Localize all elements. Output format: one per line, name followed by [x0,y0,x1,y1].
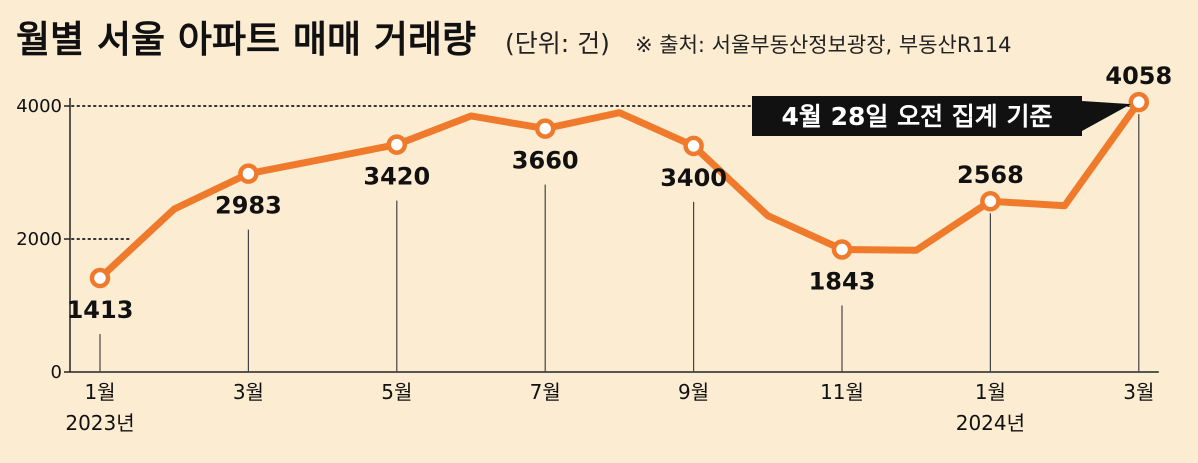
data-point-marker [386,134,408,155]
data-point-marker [831,239,853,260]
x-tick-label: 11월 [820,380,864,404]
x-tick-label: 5월 [381,380,412,404]
y-tick-label: 0 [51,362,62,383]
x-tick-label: 1월 [975,380,1006,404]
annotation-box [752,96,1082,136]
data-point-marker [89,267,111,289]
data-label: 3420 [363,163,430,191]
y-tick-label: 4000 [16,96,62,117]
x-tick-label: 7월 [530,380,561,404]
data-point-marker [238,163,259,184]
data-point-marker [534,118,556,139]
data-label: 1843 [809,267,876,295]
plot-area: 0 2000 4000 1413 2983 3420 3660 3400 1843 2568 405… [16,62,1172,435]
data-point-marker [683,135,704,157]
x-tick-year: 2024년 [956,411,1025,435]
x-tick-label: 3월 [1123,380,1154,404]
chart-title: 월별 서울 아파트 매매 거래량 [16,18,476,61]
y-tick-label: 2000 [16,229,62,250]
x-tick-label: 9월 [678,380,709,404]
chart-unit: (단위: 건) [505,29,610,58]
data-point-marker [1128,91,1150,113]
annotation-pointer [1082,101,1131,131]
annotation-text: 4월 28일 오전 집계 기준 [781,102,1052,131]
x-tick-year: 2023년 [65,411,134,435]
x-tick-label: 1월 [84,380,115,404]
chart-source: ※ 출처: 서울부동산정보광장, 부동산R114 [635,33,1012,57]
data-point-marker [980,190,1001,212]
series-line [96,98,1143,282]
data-label: 1413 [67,296,134,324]
data-label: 2983 [215,192,282,220]
data-label: 4058 [1105,62,1172,90]
x-tick-label: 3월 [233,380,264,404]
data-label: 2568 [957,161,1024,189]
data-label: 3400 [660,164,727,192]
data-label: 3660 [512,147,579,175]
